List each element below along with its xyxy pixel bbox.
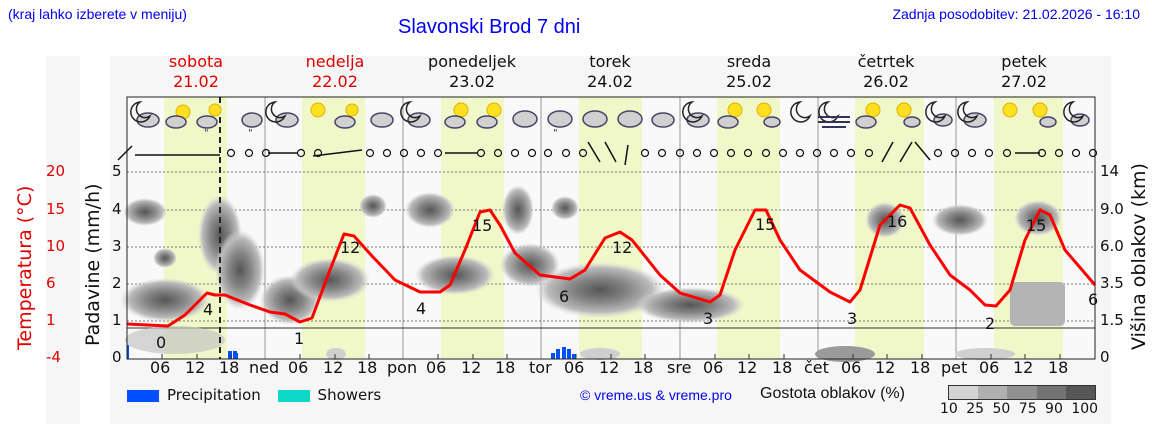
svg-text:6: 6 <box>1088 290 1098 309</box>
x-tick: 06 <box>288 358 309 377</box>
page-title: Slavonski Brod 7 dni <box>398 16 581 38</box>
day-header: sreda 25.02 <box>726 52 772 91</box>
cloud-height-tick: 6.0 <box>1100 237 1124 255</box>
x-tick: 12 <box>323 358 344 377</box>
copyright-link[interactable]: © vreme.us & vreme.pro <box>580 387 732 403</box>
cloud-height-tick: 3.5 <box>1100 274 1124 292</box>
day-header: četrtek 26.02 <box>857 52 915 91</box>
precipitation-axis-label: Padavine (mm/h) <box>82 183 104 346</box>
svg-text:2: 2 <box>985 314 995 333</box>
x-tick: 18 <box>633 358 654 377</box>
x-tick: 06 <box>426 358 447 377</box>
precip-tick: 1 <box>112 311 122 329</box>
temp-tick: -4 <box>46 348 61 366</box>
precipitation-bars <box>127 345 576 359</box>
svg-text:": " <box>553 128 558 139</box>
cloud-density-scale <box>948 385 1096 400</box>
cloud-height-tick: 0 <box>1100 348 1110 366</box>
svg-text:12: 12 <box>340 238 360 257</box>
temp-tick: 6 <box>46 274 56 292</box>
svg-text:12: 12 <box>612 238 632 257</box>
temp-tick: 1 <box>46 311 56 329</box>
wind-row <box>117 141 1098 166</box>
svg-text:15: 15 <box>472 216 492 235</box>
x-tick: 18 <box>357 358 378 377</box>
cloud-density-label: Gostota oblakov (%) <box>760 385 905 402</box>
day-header: sobota 21.02 <box>168 52 224 91</box>
x-tick: tor <box>529 358 552 377</box>
day-header: nedelja 22.02 <box>305 52 365 91</box>
x-tick: 18 <box>1048 358 1069 377</box>
x-tick: 12 <box>599 358 620 377</box>
temperature-axis-label: Temperatura (°C) <box>14 185 36 350</box>
cloud-height-tick: 14 <box>1100 162 1120 180</box>
x-tick: 06 <box>979 358 1000 377</box>
x-tick: 12 <box>737 358 758 377</box>
svg-text:6: 6 <box>559 287 569 306</box>
precipitation-swatch <box>127 389 159 402</box>
x-tick: 18 <box>495 358 516 377</box>
precip-tick: 5 <box>112 162 122 180</box>
x-tick: 12 <box>875 358 896 377</box>
last-updated: Zadnja posodobitev: 21.02.2026 - 16:10 <box>892 6 1140 22</box>
cloud-height-axis-label: Višina oblakov (km) <box>1128 163 1150 350</box>
x-tick: čet <box>804 358 829 377</box>
day-header: torek 24.02 <box>587 52 633 91</box>
svg-text:": " <box>248 128 253 139</box>
temp-axis-panel <box>46 56 80 424</box>
svg-text:": " <box>204 128 209 139</box>
svg-text:15: 15 <box>1026 216 1046 235</box>
x-tick: 06 <box>841 358 862 377</box>
svg-text:4: 4 <box>203 300 213 319</box>
cloud-height-tick: 9.0 <box>1100 200 1124 218</box>
showers-swatch <box>277 389 310 402</box>
region-hint: (kraj lahko izberete v meniju) <box>8 6 187 22</box>
x-tick: 18 <box>772 358 793 377</box>
svg-text:3: 3 <box>703 309 713 328</box>
day-header: petek 27.02 <box>1001 52 1047 91</box>
legend-showers: Showers <box>317 386 382 404</box>
precip-tick: 0 <box>112 348 122 366</box>
x-tick: 12 <box>185 358 206 377</box>
x-tick: 12 <box>1013 358 1034 377</box>
precip-tick: 4 <box>112 200 122 218</box>
x-tick: 06 <box>703 358 724 377</box>
day-header: ponedeljek 23.02 <box>428 52 516 91</box>
x-tick: ned <box>249 358 280 377</box>
precip-tick: 3 <box>112 237 122 255</box>
x-tick: 18 <box>910 358 931 377</box>
x-tick: 18 <box>219 358 240 377</box>
svg-text:15: 15 <box>755 215 775 234</box>
x-ticks <box>161 354 1061 359</box>
svg-text:1: 1 <box>294 329 304 348</box>
x-tick: 06 <box>564 358 585 377</box>
x-tick: pet <box>941 358 968 377</box>
temp-tick: 20 <box>46 162 66 180</box>
svg-text:3: 3 <box>847 309 857 328</box>
svg-text:0: 0 <box>156 333 166 352</box>
x-tick: 12 <box>461 358 482 377</box>
legend-precipitation: Precipitation <box>167 386 261 404</box>
x-tick: pon <box>387 358 418 377</box>
x-tick: 06 <box>150 358 171 377</box>
temp-tick: 15 <box>46 200 66 218</box>
cloud-density-map <box>120 185 1065 362</box>
svg-text:16: 16 <box>887 212 907 231</box>
weather-icons-row: " " " <box>130 101 1090 139</box>
svg-text:4: 4 <box>416 299 426 318</box>
legend: Precipitation Showers <box>127 386 381 404</box>
cloud-height-tick: 1.5 <box>1100 311 1124 329</box>
temp-tick: 10 <box>46 237 66 255</box>
cloud-density-scale-labels: 10 25 50 75 90 100 <box>940 401 1099 417</box>
temperature-line <box>126 203 1097 328</box>
precip-tick: 2 <box>112 274 122 292</box>
x-tick: sre <box>667 358 692 377</box>
